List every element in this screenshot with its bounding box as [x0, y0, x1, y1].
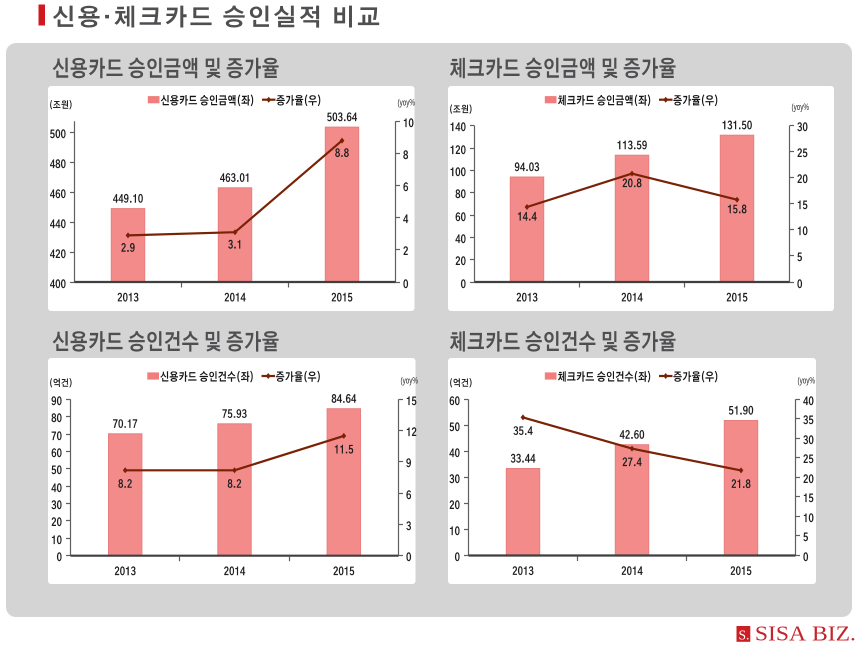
svg-text:(yoy%: (yoy%: [798, 376, 816, 387]
svg-text:S.: S.: [739, 627, 750, 642]
svg-text:(yoy%: (yoy%: [401, 376, 419, 387]
svg-text:(yoy%: (yoy%: [398, 98, 416, 109]
svg-text:(yoy%: (yoy%: [792, 102, 810, 113]
svg-text:SISA BIZ.: SISA BIZ.: [755, 622, 856, 646]
